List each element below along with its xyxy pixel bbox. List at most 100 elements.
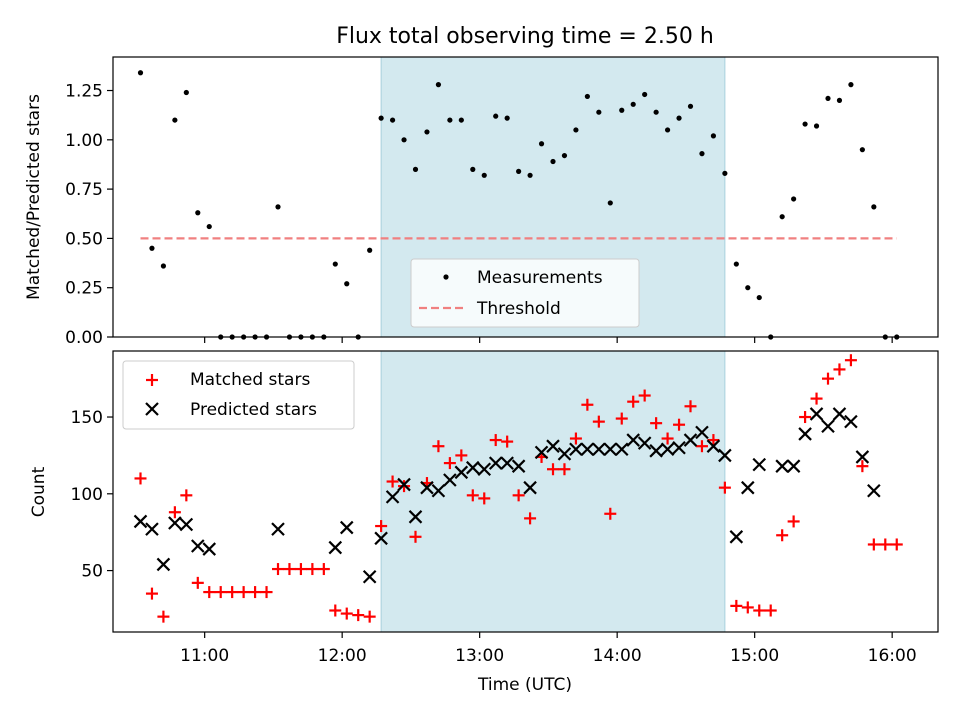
matched-stars-point	[569, 432, 582, 445]
predicted-stars-point	[752, 457, 767, 472]
measurement-point	[584, 93, 590, 100]
matched-stars-point	[455, 449, 468, 462]
predicted-stars-point	[683, 433, 698, 447]
measurement-point	[619, 107, 625, 113]
matched-stars-point	[695, 440, 708, 453]
measurement-point	[538, 141, 545, 147]
x-tick-label: 13:00	[455, 646, 504, 666]
matched-stars-point	[844, 354, 857, 367]
predicted-stars-point	[385, 490, 400, 504]
measurement-point	[160, 263, 167, 269]
predicted-stars-point	[718, 448, 732, 463]
predicted-stars-point	[672, 440, 686, 455]
measurement-point	[756, 294, 762, 301]
top-series-layer	[137, 70, 900, 340]
measurement-point	[275, 204, 281, 210]
matched-stars-point	[352, 609, 365, 622]
legend-measurements-label: Measurements	[477, 268, 603, 288]
matched-stars-point	[501, 435, 514, 448]
matched-stars-point	[524, 512, 537, 525]
predicted-stars-point	[626, 433, 640, 447]
predicted-stars-point	[454, 465, 469, 480]
matched-stars-point	[741, 601, 754, 614]
y-tick-label: 0.50	[65, 229, 103, 249]
measurement-point	[745, 285, 751, 291]
predicted-stars-point	[706, 439, 721, 453]
matched-stars-point	[329, 604, 342, 617]
measurement-point	[802, 121, 808, 127]
predicted-stars-point	[809, 407, 824, 421]
matched-stars-point	[604, 507, 617, 520]
measurement-point	[206, 223, 212, 230]
measurement-point	[435, 82, 442, 88]
legend-predicted-label: Predicted stars	[190, 400, 317, 420]
measurement-point	[195, 210, 201, 216]
matched-stars-point	[627, 395, 640, 408]
measurement-point	[710, 133, 717, 139]
bottom-y-axis-label: Count	[29, 466, 49, 517]
measurement-point	[699, 151, 705, 157]
measurement-point	[149, 245, 155, 251]
measurement-point	[516, 168, 522, 174]
predicted-stars-point	[408, 510, 423, 524]
matched-stars-point	[306, 563, 319, 576]
predicted-stars-point	[523, 480, 537, 495]
legend-predicted-marker	[145, 402, 159, 416]
predicted-stars-point	[179, 517, 194, 532]
measurement-point	[332, 261, 338, 267]
x-tick-label: 16:00	[868, 646, 917, 666]
predicted-stars-point	[546, 439, 560, 453]
y-tick-label: 1.00	[65, 131, 103, 151]
predicted-stars-point	[374, 531, 388, 546]
predicted-stars-point	[867, 483, 881, 498]
predicted-stars-point	[156, 557, 171, 572]
top-plot-frame	[112, 56, 939, 338]
matched-stars-point	[226, 586, 239, 599]
predicted-stars-point	[500, 456, 514, 470]
bottom-series-layer	[133, 354, 903, 623]
matched-stars-point	[340, 607, 353, 620]
top-legend-box	[410, 258, 640, 328]
top-y-ticks: 0.00 0.25 0.50 0.75 1.00 1.25	[65, 82, 113, 348]
matched-stars-point	[191, 576, 204, 589]
measurement-point	[779, 214, 785, 220]
measurement-point	[871, 204, 877, 210]
predicted-stars-point	[443, 473, 457, 487]
matched-stars-point	[730, 599, 743, 612]
legend-measurements-marker	[443, 274, 449, 280]
matched-stars-point	[581, 398, 594, 411]
measurement-point	[642, 91, 648, 98]
predicted-stars-point	[168, 516, 182, 530]
predicted-stars-point	[557, 447, 572, 461]
measurement-point	[401, 137, 407, 143]
matched-stars-point	[787, 515, 800, 528]
predicted-stars-point	[832, 407, 847, 421]
predicted-stars-point	[855, 450, 870, 464]
y-tick-label: 0.75	[65, 180, 103, 200]
matched-stars-point	[283, 563, 296, 576]
matched-stars-point	[432, 440, 445, 453]
matched-stars-point	[718, 481, 731, 494]
measurement-point	[733, 261, 739, 267]
predicted-stars-point	[798, 427, 812, 441]
x-tick-label: 15:00	[730, 646, 779, 666]
matched-stars-point	[180, 489, 193, 502]
matched-stars-point	[833, 363, 846, 376]
matched-stars-point	[615, 412, 628, 425]
measurement-point	[412, 166, 419, 172]
matched-stars-point	[478, 492, 491, 505]
predicted-stars-point	[660, 442, 675, 457]
predicted-stars-point	[649, 444, 663, 458]
matched-stars-point	[386, 475, 399, 488]
matched-stars-point	[684, 400, 697, 413]
predicted-stars-point	[534, 445, 549, 460]
matched-stars-point	[237, 586, 250, 599]
predicted-stars-point	[511, 459, 526, 473]
matched-stars-point	[673, 418, 686, 431]
predicted-stars-point	[397, 477, 411, 492]
top-panel: 0.00 0.25 0.50 0.75 1.00 1.25 Matched/Predict…	[24, 56, 939, 348]
bottom-shaded-interval	[380, 350, 726, 633]
predicted-stars-point	[592, 442, 606, 457]
matched-stars-point	[867, 538, 880, 551]
x-tick-label: 12:00	[318, 646, 367, 666]
